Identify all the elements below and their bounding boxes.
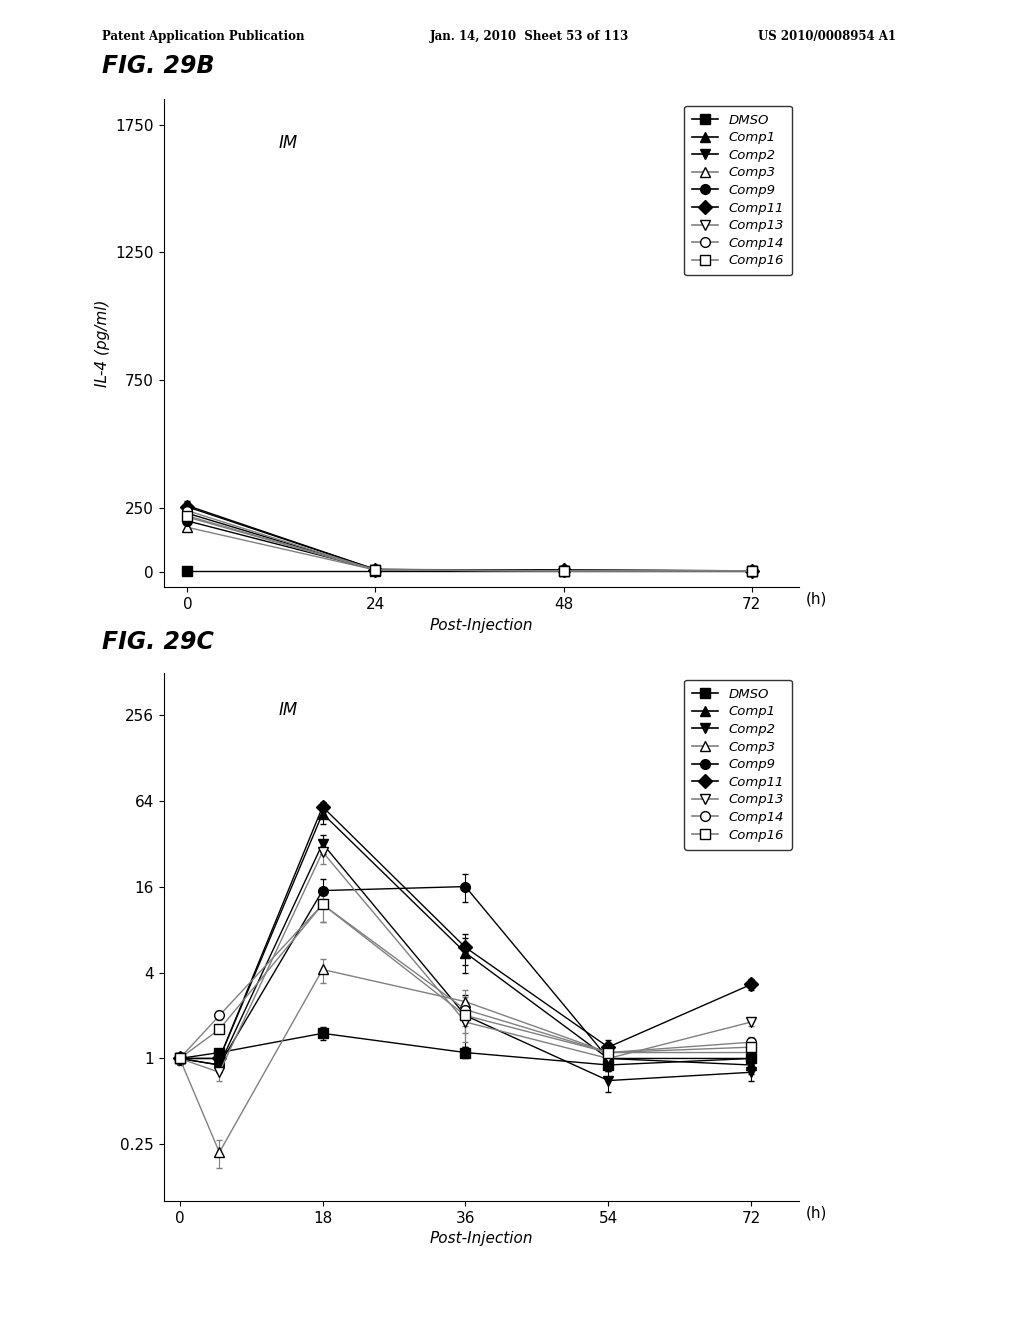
X-axis label: Post-Injection: Post-Injection bbox=[429, 618, 534, 632]
Text: IM: IM bbox=[279, 133, 297, 152]
Legend: DMSO, Comp1, Comp2, Comp3, Comp9, Comp11, Comp13, Comp14, Comp16: DMSO, Comp1, Comp2, Comp3, Comp9, Comp11… bbox=[684, 106, 793, 276]
Text: Patent Application Publication: Patent Application Publication bbox=[102, 30, 305, 44]
Text: FIG. 29C: FIG. 29C bbox=[102, 631, 214, 655]
Text: US 2010/0008954 A1: US 2010/0008954 A1 bbox=[758, 30, 896, 44]
Text: (h): (h) bbox=[806, 591, 827, 607]
Y-axis label: IL-4 (pg/ml): IL-4 (pg/ml) bbox=[95, 300, 110, 387]
X-axis label: Post-Injection: Post-Injection bbox=[429, 1232, 534, 1246]
Text: IM: IM bbox=[279, 701, 297, 719]
Text: Jan. 14, 2010  Sheet 53 of 113: Jan. 14, 2010 Sheet 53 of 113 bbox=[430, 30, 630, 44]
Text: FIG. 29B: FIG. 29B bbox=[102, 54, 215, 78]
Legend: DMSO, Comp1, Comp2, Comp3, Comp9, Comp11, Comp13, Comp14, Comp16: DMSO, Comp1, Comp2, Comp3, Comp9, Comp11… bbox=[684, 680, 793, 850]
Text: (h): (h) bbox=[806, 1205, 827, 1221]
